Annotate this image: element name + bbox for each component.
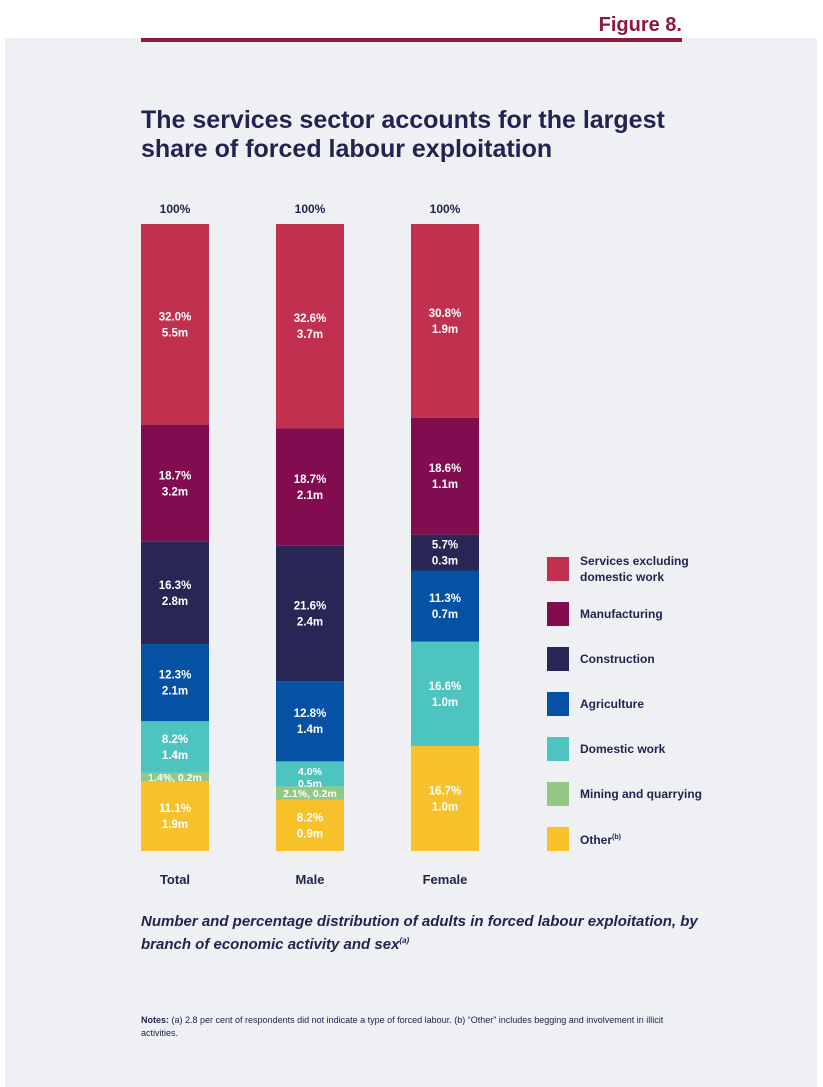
legend-swatch-mining (547, 782, 569, 806)
data-label-female-construction: 0.3m (432, 556, 458, 568)
bar-total-services (141, 224, 209, 425)
data-label-total-manufacturing: 18.7% (159, 470, 192, 482)
legend-item-manufacturing: Manufacturing (547, 597, 807, 631)
caption-superscript: (a) (399, 936, 410, 945)
data-label-total-other: 1.9m (162, 819, 188, 831)
bar-female-manufacturing (411, 417, 479, 535)
bar-total-mining (141, 772, 209, 782)
notes-prefix: Notes: (141, 1015, 170, 1025)
bar-male-services (276, 224, 344, 429)
legend-label-services: Services excluding domestic work (580, 554, 689, 584)
data-label-male-construction: 21.6% (294, 600, 327, 612)
legend-label-domestic: Domestic work (580, 742, 666, 756)
bar-female-construction (411, 534, 479, 571)
legend-item-construction: Construction (547, 642, 807, 676)
category-label-total: Total (160, 872, 190, 887)
legend-label-manufacturing: Manufacturing (580, 607, 663, 621)
bar-total-other (141, 781, 209, 851)
data-label-total-domestic: 8.2% (162, 734, 188, 746)
bar-total-agriculture (141, 644, 209, 722)
legend-swatch-manufacturing (547, 602, 569, 626)
data-label-total-other: 11.1% (159, 803, 191, 815)
legend-swatch-services (547, 557, 569, 581)
data-label-male-agriculture: 1.4m (297, 724, 323, 736)
figure-label: Figure 8. (598, 14, 682, 36)
data-label-total-services: 5.5m (162, 327, 188, 339)
data-label-female-construction: 5.7% (432, 540, 458, 552)
data-label-female-services: 30.8% (429, 308, 462, 320)
data-label-female-other: 16.7% (429, 785, 462, 797)
legend-swatch-agriculture (547, 692, 569, 716)
legend-item-agriculture: Agriculture (547, 687, 807, 721)
legend-swatch-other (547, 827, 569, 851)
data-label-female-other: 1.0m (432, 801, 458, 813)
legend-item-other: Other(b) (547, 822, 807, 856)
data-label-male-mining: 2.1%, 0.2m (283, 788, 337, 800)
data-label-female-manufacturing: 18.6% (429, 463, 462, 475)
data-label-total-mining: 1.4%, 0.2m (148, 772, 202, 784)
chart-caption: Number and percentage distribution of ad… (141, 912, 701, 954)
legend-item-mining: Mining and quarrying (547, 777, 807, 811)
category-label-male: Male (296, 872, 325, 887)
bar-total-manufacturing (141, 424, 209, 542)
data-label-female-manufacturing: 1.1m (432, 479, 458, 491)
legend-item-services: Services excluding domestic work (547, 552, 807, 586)
total-label-total: 100% (160, 202, 191, 216)
bar-male-construction (276, 545, 344, 682)
bar-male-other (276, 799, 344, 851)
total-label-female: 100% (430, 202, 461, 216)
caption-text: Number and percentage distribution of ad… (141, 913, 698, 953)
category-label-female: Female (423, 872, 468, 887)
legend-swatch-construction (547, 647, 569, 671)
bar-female-domestic (411, 641, 479, 746)
legend-item-domestic: Domestic work (547, 732, 807, 766)
data-label-male-manufacturing: 2.1m (297, 490, 323, 502)
data-label-total-construction: 16.3% (159, 580, 192, 592)
chart-title: The services sector accounts for the lar… (141, 106, 665, 163)
legend-label-construction: Construction (580, 652, 655, 666)
data-label-total-construction: 2.8m (162, 596, 188, 608)
legend-label-mining: Mining and quarrying (580, 787, 702, 801)
bar-female-other (411, 745, 479, 851)
data-label-female-agriculture: 0.7m (432, 609, 458, 621)
data-label-total-agriculture: 12.3% (159, 670, 192, 682)
figure-divider (141, 38, 682, 42)
bar-male-manufacturing (276, 428, 344, 546)
data-label-total-manufacturing: 3.2m (162, 486, 188, 498)
total-label-male: 100% (295, 202, 326, 216)
data-label-female-services: 1.9m (432, 324, 458, 336)
data-label-male-domestic: 0.5m (298, 778, 322, 790)
data-label-male-other: 8.2% (297, 812, 323, 824)
notes: Notes: (a) 2.8 per cent of respondents d… (141, 1014, 701, 1040)
data-label-female-agriculture: 11.3% (429, 593, 461, 605)
data-label-male-services: 32.6% (294, 313, 327, 325)
bar-male-agriculture (276, 681, 344, 762)
bar-female-agriculture (411, 570, 479, 642)
data-label-total-agriculture: 2.1m (162, 686, 188, 698)
data-label-male-agriculture: 12.8% (294, 708, 327, 720)
bar-female-services (411, 224, 479, 418)
data-label-female-domestic: 16.6% (429, 681, 462, 693)
bar-male-mining (276, 786, 344, 800)
data-label-male-domestic: 4.0% (298, 766, 323, 778)
legend-swatch-domestic (547, 737, 569, 761)
data-label-total-domestic: 1.4m (162, 750, 188, 762)
bar-total-construction (141, 541, 209, 645)
data-label-total-services: 32.0% (159, 311, 192, 323)
data-label-male-manufacturing: 18.7% (294, 474, 327, 486)
bar-total-domestic (141, 721, 209, 773)
legend-label-other: Other(b) (580, 833, 621, 847)
data-label-male-construction: 2.4m (297, 616, 323, 628)
data-label-male-other: 0.9m (297, 828, 323, 840)
data-label-female-domestic: 1.0m (432, 697, 458, 709)
notes-text: (a) 2.8 per cent of respondents did not … (141, 1015, 664, 1038)
legend-label-agriculture: Agriculture (580, 697, 645, 711)
data-label-male-services: 3.7m (297, 329, 323, 341)
bar-male-domestic (276, 761, 344, 787)
